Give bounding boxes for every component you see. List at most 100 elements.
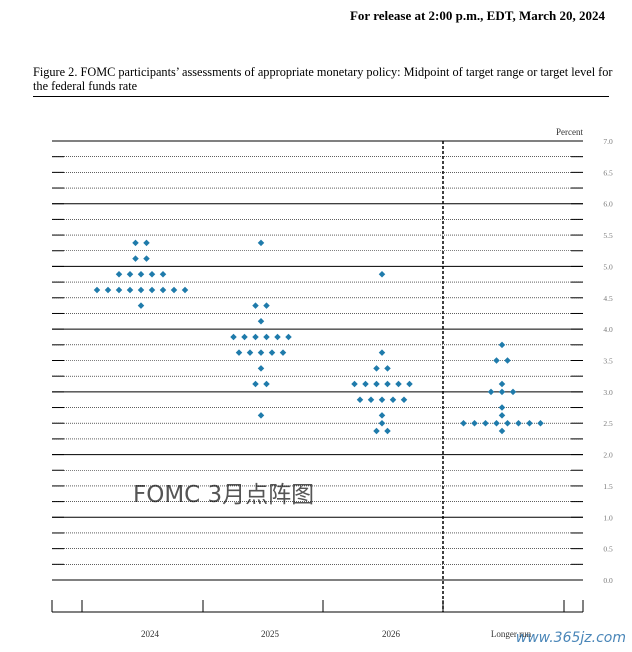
y-tick-label: 3.0: [603, 388, 613, 397]
y-tick-label: 4.0: [603, 325, 613, 334]
dot: [132, 255, 139, 262]
x-tick-label: Longer run: [491, 629, 532, 639]
dot: [170, 286, 178, 294]
dot: [378, 271, 386, 278]
dot: [384, 427, 391, 435]
dot: [373, 365, 380, 372]
release-note: For release at 2:00 p.m., EDT, March 20,…: [349, 8, 605, 23]
y-tick-label: 4.5: [603, 294, 613, 303]
y-tick-label: 7.0: [603, 137, 613, 146]
dot: [378, 349, 386, 356]
dot: [400, 396, 408, 403]
y-tick-label: 3.5: [603, 357, 613, 366]
dot: [137, 286, 145, 294]
dot: [268, 349, 276, 356]
dot: [537, 419, 544, 427]
dot: [263, 302, 270, 309]
dot: [241, 333, 248, 341]
y-tick-label: 1.5: [603, 482, 613, 491]
y-tick-label: 2.5: [603, 419, 613, 428]
dot: [362, 380, 369, 388]
dot: [246, 349, 254, 356]
dot: [498, 380, 506, 388]
dot: [263, 333, 270, 341]
dot: [181, 286, 189, 294]
dot: [351, 380, 358, 388]
dot: [384, 380, 391, 388]
dot: [159, 271, 167, 278]
dot: [252, 380, 259, 388]
dot: [378, 419, 386, 427]
dot: [115, 286, 123, 294]
caption: Figure 2. FOMC participants’ assessments…: [33, 65, 613, 93]
dot: [252, 302, 259, 309]
dot: [159, 286, 167, 294]
dot: [143, 255, 150, 262]
y-axis-label: Percent: [556, 127, 583, 137]
dot: [395, 380, 402, 388]
rule: [33, 96, 609, 97]
dot: [367, 396, 375, 403]
dot: [487, 388, 495, 396]
dot: [378, 412, 386, 419]
dot: [498, 388, 506, 396]
dot: [104, 286, 112, 294]
dot: [498, 412, 506, 419]
dot: [373, 380, 380, 388]
dot: [257, 412, 265, 419]
dot: [126, 286, 134, 294]
y-tick-label: 5.0: [603, 262, 613, 271]
dot: [515, 419, 522, 427]
watermark: FOMC 3月点阵图: [133, 482, 314, 508]
y-tick-label: 1.0: [603, 513, 613, 522]
y-tick-label: 5.5: [603, 231, 613, 240]
dot: [509, 388, 517, 396]
dot: [482, 419, 489, 427]
dot: [356, 396, 364, 403]
dot: [373, 427, 380, 435]
dot: [115, 271, 123, 278]
dot: [526, 419, 533, 427]
dot: [279, 349, 287, 356]
x-tick-label: 2025: [261, 629, 280, 639]
dot: [504, 419, 511, 427]
site-watermark: www.365jz.com: [516, 630, 626, 646]
dot: [378, 396, 386, 403]
x-tick-label: 2024: [141, 629, 160, 639]
dot: [263, 380, 270, 388]
dot: [148, 271, 156, 278]
y-tick-label: 0.5: [603, 545, 613, 554]
dot: [93, 286, 101, 294]
y-tick-label: 6.0: [603, 200, 613, 209]
dot: [498, 341, 506, 349]
dot: [257, 318, 265, 325]
dot: [493, 357, 500, 364]
dot: [257, 239, 265, 247]
y-tick-label: 6.5: [603, 168, 613, 177]
dot: [235, 349, 243, 356]
dot: [252, 333, 259, 341]
y-tick-label: 0.0: [603, 576, 613, 585]
dot: [493, 419, 500, 427]
dot: [285, 333, 292, 341]
dot: [143, 239, 150, 247]
dot: [471, 419, 478, 427]
dot: [137, 271, 145, 278]
dot: [257, 349, 265, 356]
dot: [148, 286, 156, 294]
y-tick-label: 2.0: [603, 451, 613, 460]
dot: [498, 427, 506, 435]
dot: [384, 365, 391, 372]
dot: [137, 302, 145, 309]
dot: [230, 333, 237, 341]
dot: [257, 365, 265, 372]
dot: [389, 396, 397, 403]
dot: [460, 419, 467, 427]
dot: [126, 271, 134, 278]
dot: [504, 357, 511, 364]
dot: [498, 404, 506, 411]
x-tick-label: 2026: [382, 629, 401, 639]
dot: [406, 380, 413, 388]
